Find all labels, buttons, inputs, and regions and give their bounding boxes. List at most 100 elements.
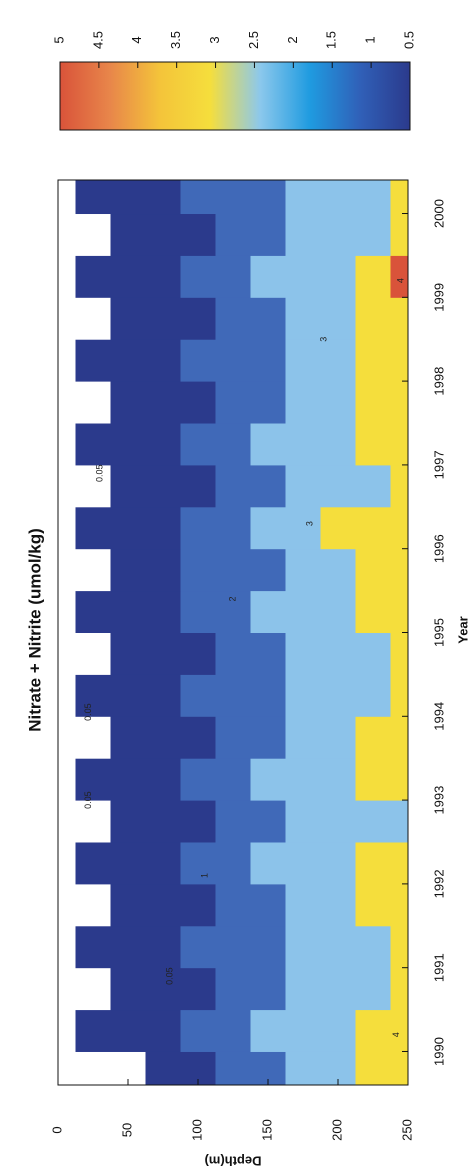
contour-cell bbox=[110, 716, 146, 759]
contour-cell bbox=[58, 716, 76, 759]
contour-cell bbox=[355, 800, 391, 843]
contour-cell bbox=[355, 716, 391, 759]
x-tick-label: 1997 bbox=[431, 450, 446, 479]
x-tick-label: 1990 bbox=[431, 1037, 446, 1066]
contour-cell bbox=[285, 213, 321, 256]
contour-cell bbox=[75, 548, 111, 592]
contour-cell bbox=[320, 506, 356, 550]
chart-title: Nitrate + Nitrite (umol/kg) bbox=[25, 528, 44, 732]
contour-cell bbox=[250, 1009, 286, 1052]
contour-cell bbox=[390, 423, 408, 466]
y-axis-title: Depth(m) bbox=[204, 1154, 261, 1169]
contour-label: 3 bbox=[318, 337, 328, 342]
contour-label: 0.05 bbox=[83, 703, 93, 721]
contour-cell bbox=[145, 800, 181, 843]
contour-cell bbox=[145, 213, 181, 256]
contour-cell bbox=[285, 632, 321, 675]
contour-cell bbox=[320, 1051, 356, 1085]
contour-cell bbox=[355, 339, 391, 382]
x-tick-label: 2000 bbox=[431, 199, 446, 228]
colorbar-tick-label: 4 bbox=[129, 36, 144, 43]
contour-cell bbox=[215, 758, 251, 801]
contour-label: 0.05 bbox=[164, 967, 174, 985]
contour-cell bbox=[320, 716, 356, 759]
contour-label: 4 bbox=[391, 1032, 401, 1037]
contour-cell bbox=[180, 1051, 216, 1085]
contour-cell bbox=[75, 180, 111, 215]
contour-cell bbox=[390, 1009, 408, 1052]
contour-cell bbox=[215, 841, 251, 885]
contour-cell bbox=[180, 339, 216, 382]
contour-cell bbox=[320, 674, 356, 717]
contour-cell bbox=[285, 1009, 321, 1052]
contour-cell bbox=[110, 883, 146, 927]
contour-cell bbox=[58, 339, 76, 382]
contour-cell bbox=[355, 883, 391, 927]
contour-cell bbox=[215, 423, 251, 466]
contour-cell bbox=[110, 297, 146, 340]
contour-cell bbox=[285, 255, 321, 298]
contour-cell bbox=[285, 180, 321, 215]
contour-label: 3 bbox=[304, 521, 314, 526]
contour-cell bbox=[145, 464, 181, 508]
contour-cell bbox=[75, 632, 111, 675]
contour-cell bbox=[285, 967, 321, 1011]
contour-cell bbox=[110, 1051, 146, 1085]
contour-cell bbox=[180, 1009, 216, 1052]
contour-cell bbox=[320, 180, 356, 215]
contour-cell bbox=[285, 716, 321, 759]
contour-cell bbox=[320, 339, 356, 382]
contour-cell bbox=[215, 883, 251, 927]
x-tick-label: 1994 bbox=[431, 702, 446, 731]
contour-cell bbox=[145, 716, 181, 759]
contour-cell bbox=[355, 464, 391, 508]
contour-cell bbox=[390, 180, 408, 215]
contour-cell bbox=[58, 1009, 76, 1052]
contour-cell bbox=[180, 841, 216, 885]
contour-cell bbox=[250, 255, 286, 298]
contour-cell bbox=[75, 674, 111, 717]
contour-label: 0.05 bbox=[94, 465, 104, 483]
contour-cell bbox=[215, 800, 251, 843]
contour-cell bbox=[215, 180, 251, 215]
contour-cell bbox=[285, 464, 321, 508]
contour-cell bbox=[250, 800, 286, 843]
colorbar-tick-label: 5 bbox=[51, 36, 66, 43]
contour-cell bbox=[75, 800, 111, 843]
contour-cell bbox=[180, 213, 216, 256]
contour-cell bbox=[58, 1051, 76, 1085]
x-tick-label: 1991 bbox=[431, 953, 446, 982]
contour-cell bbox=[390, 1051, 408, 1085]
contour-cell bbox=[215, 255, 251, 298]
contour-cell bbox=[390, 632, 408, 675]
contour-cell bbox=[58, 506, 76, 550]
contour-cell bbox=[110, 381, 146, 424]
contour-cell bbox=[145, 758, 181, 801]
contour-cell bbox=[285, 800, 321, 843]
contour-label: 4 bbox=[395, 278, 405, 283]
contour-cell bbox=[390, 925, 408, 969]
contour-cell bbox=[75, 255, 111, 298]
contour-cell bbox=[145, 423, 181, 466]
x-tick-label: 1998 bbox=[431, 367, 446, 396]
contour-cell bbox=[355, 1009, 391, 1052]
contour-cell bbox=[75, 1009, 111, 1052]
contour-cell bbox=[320, 967, 356, 1011]
contour-cell bbox=[355, 423, 391, 466]
contour-cell bbox=[250, 967, 286, 1011]
contour-cell bbox=[58, 841, 76, 885]
contour-cell bbox=[320, 632, 356, 675]
contour-cell bbox=[110, 800, 146, 843]
contour-cell bbox=[250, 716, 286, 759]
contour-cell bbox=[355, 297, 391, 340]
contour-cell bbox=[110, 339, 146, 382]
contour-cell bbox=[390, 381, 408, 424]
contour-cell bbox=[250, 925, 286, 969]
contour-cell bbox=[145, 381, 181, 424]
colorbar-tick-label: 2 bbox=[285, 36, 300, 43]
contour-cell bbox=[110, 464, 146, 508]
contour-cell bbox=[285, 883, 321, 927]
contour-cell bbox=[180, 758, 216, 801]
contour-cell bbox=[355, 213, 391, 256]
